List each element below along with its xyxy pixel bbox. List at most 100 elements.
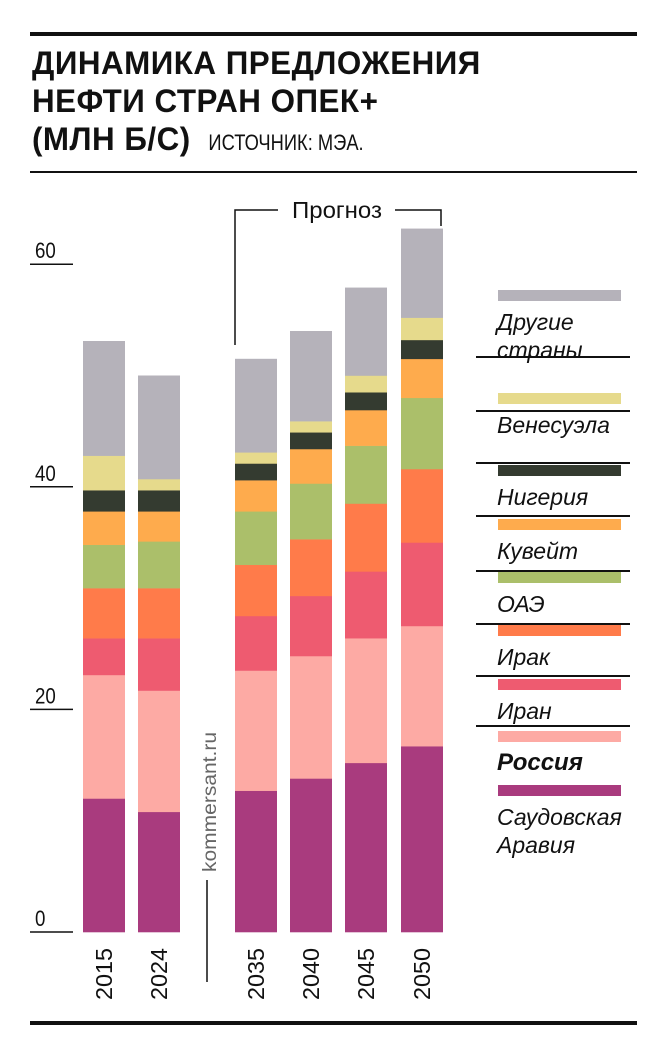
bar-segment — [345, 445, 387, 504]
title-line-1: ДИНАМИКА ПРЕДЛОЖЕНИЯ — [32, 45, 481, 81]
forecast-bracket-left — [234, 209, 278, 345]
bar-segment — [138, 690, 180, 813]
bar-segment — [83, 490, 125, 512]
watermark-text: kommersant.ru — [200, 732, 221, 872]
legend-swatch — [498, 465, 621, 476]
bar-segment — [401, 228, 443, 318]
bar-segment — [290, 539, 332, 597]
legend-swatch — [498, 393, 621, 404]
legend-divider — [476, 725, 630, 727]
bar-segment — [345, 287, 387, 376]
bar-segment — [235, 358, 277, 453]
legend-label: Нигерия — [497, 484, 589, 510]
y-tick-label: 0 — [35, 908, 45, 932]
x-tick-label: 2045 — [353, 948, 379, 1000]
bar-segment — [138, 511, 180, 542]
source-note: ИСТОЧНИК: МЭА. — [208, 130, 364, 155]
title-line-2: НЕФТИ СТРАН ОПЕК+ — [32, 83, 379, 119]
bar-segment — [345, 375, 387, 393]
legend-label: Венесуэла — [497, 412, 610, 438]
legend-divider — [476, 462, 630, 464]
bar-segment — [290, 655, 332, 779]
y-tick-label: 20 — [35, 685, 56, 709]
y-tick-label: 40 — [35, 462, 56, 486]
bar-segment — [290, 330, 332, 422]
legend-label: Россия — [497, 749, 583, 776]
x-tick-label: 2015 — [91, 948, 117, 1000]
bar-segment — [83, 455, 125, 491]
bar-segment — [290, 448, 332, 484]
bar-segment — [290, 432, 332, 450]
bar-segment — [235, 790, 277, 933]
legend-divider — [476, 356, 630, 358]
x-tick-label: 2050 — [409, 948, 435, 1000]
legend-divider — [476, 570, 630, 572]
y-tick-label: 60 — [35, 240, 56, 264]
bar-segment — [83, 798, 125, 933]
legend-divider — [476, 623, 630, 625]
bar-segment — [235, 564, 277, 617]
legend-divider — [476, 515, 630, 517]
bar-segment — [401, 339, 443, 360]
bar-segment — [290, 483, 332, 540]
title-line-3: (МЛН Б/С) ИСТОЧНИК: МЭА. — [32, 120, 481, 162]
legend-swatch — [498, 290, 621, 301]
bar-segment — [235, 452, 277, 464]
bar-segment — [235, 615, 277, 671]
bar-segment — [138, 638, 180, 691]
bar-segment — [138, 811, 180, 933]
legend-divider — [476, 675, 630, 677]
bar-segment — [138, 490, 180, 512]
bar-segment — [401, 397, 443, 470]
bar-segment — [83, 674, 125, 799]
bar-segment — [138, 541, 180, 589]
bar-segment — [345, 571, 387, 639]
bar-segment — [345, 392, 387, 411]
legend-label: Иран — [497, 698, 552, 724]
legend-swatch — [498, 519, 621, 530]
legend-label: Кувейт — [497, 538, 579, 564]
bar-segment — [401, 317, 443, 341]
x-tick-label: 2024 — [146, 948, 172, 1000]
bar-segment — [83, 588, 125, 639]
x-tick-label: 2035 — [243, 948, 269, 1000]
bar-segment — [235, 480, 277, 512]
bar-segment — [401, 542, 443, 627]
bar-segment — [83, 340, 125, 456]
bottom-rule — [30, 1021, 637, 1025]
bar-segment — [83, 511, 125, 545]
bar-segment — [290, 595, 332, 657]
bar-segment — [138, 588, 180, 639]
bar-segment — [401, 468, 443, 543]
bar-segment — [235, 511, 277, 566]
bar-segment — [345, 410, 387, 446]
forecast-label: Прогноз — [292, 197, 382, 223]
legend-swatch — [498, 785, 621, 796]
legend-swatch — [498, 731, 621, 742]
x-tick-label: 2040 — [298, 948, 324, 1000]
legend-swatch — [498, 572, 621, 583]
bar-segment — [83, 638, 125, 676]
bar-segment — [235, 463, 277, 481]
legend-divider — [476, 410, 630, 412]
title-units: (МЛН Б/С) — [32, 121, 191, 157]
legend-label: Другие страны — [497, 309, 583, 363]
bar-segment — [235, 670, 277, 791]
legend-label: ОАЭ — [497, 591, 545, 617]
legend-swatch — [498, 679, 621, 690]
legend-label: Саудовская Аравия — [497, 804, 622, 858]
bar-segment — [345, 503, 387, 572]
bar-segment — [401, 625, 443, 747]
top-rule — [30, 32, 637, 36]
header-rule — [30, 171, 637, 173]
legend-label: Ирак — [497, 644, 550, 670]
bar-segment — [345, 762, 387, 933]
bar-segment — [138, 375, 180, 480]
bar-segment — [401, 746, 443, 933]
bar-segment — [401, 358, 443, 399]
bar-segment — [290, 778, 332, 933]
bar-segment — [83, 544, 125, 589]
forecast-bracket-right — [395, 209, 442, 226]
bar-segment — [290, 421, 332, 433]
